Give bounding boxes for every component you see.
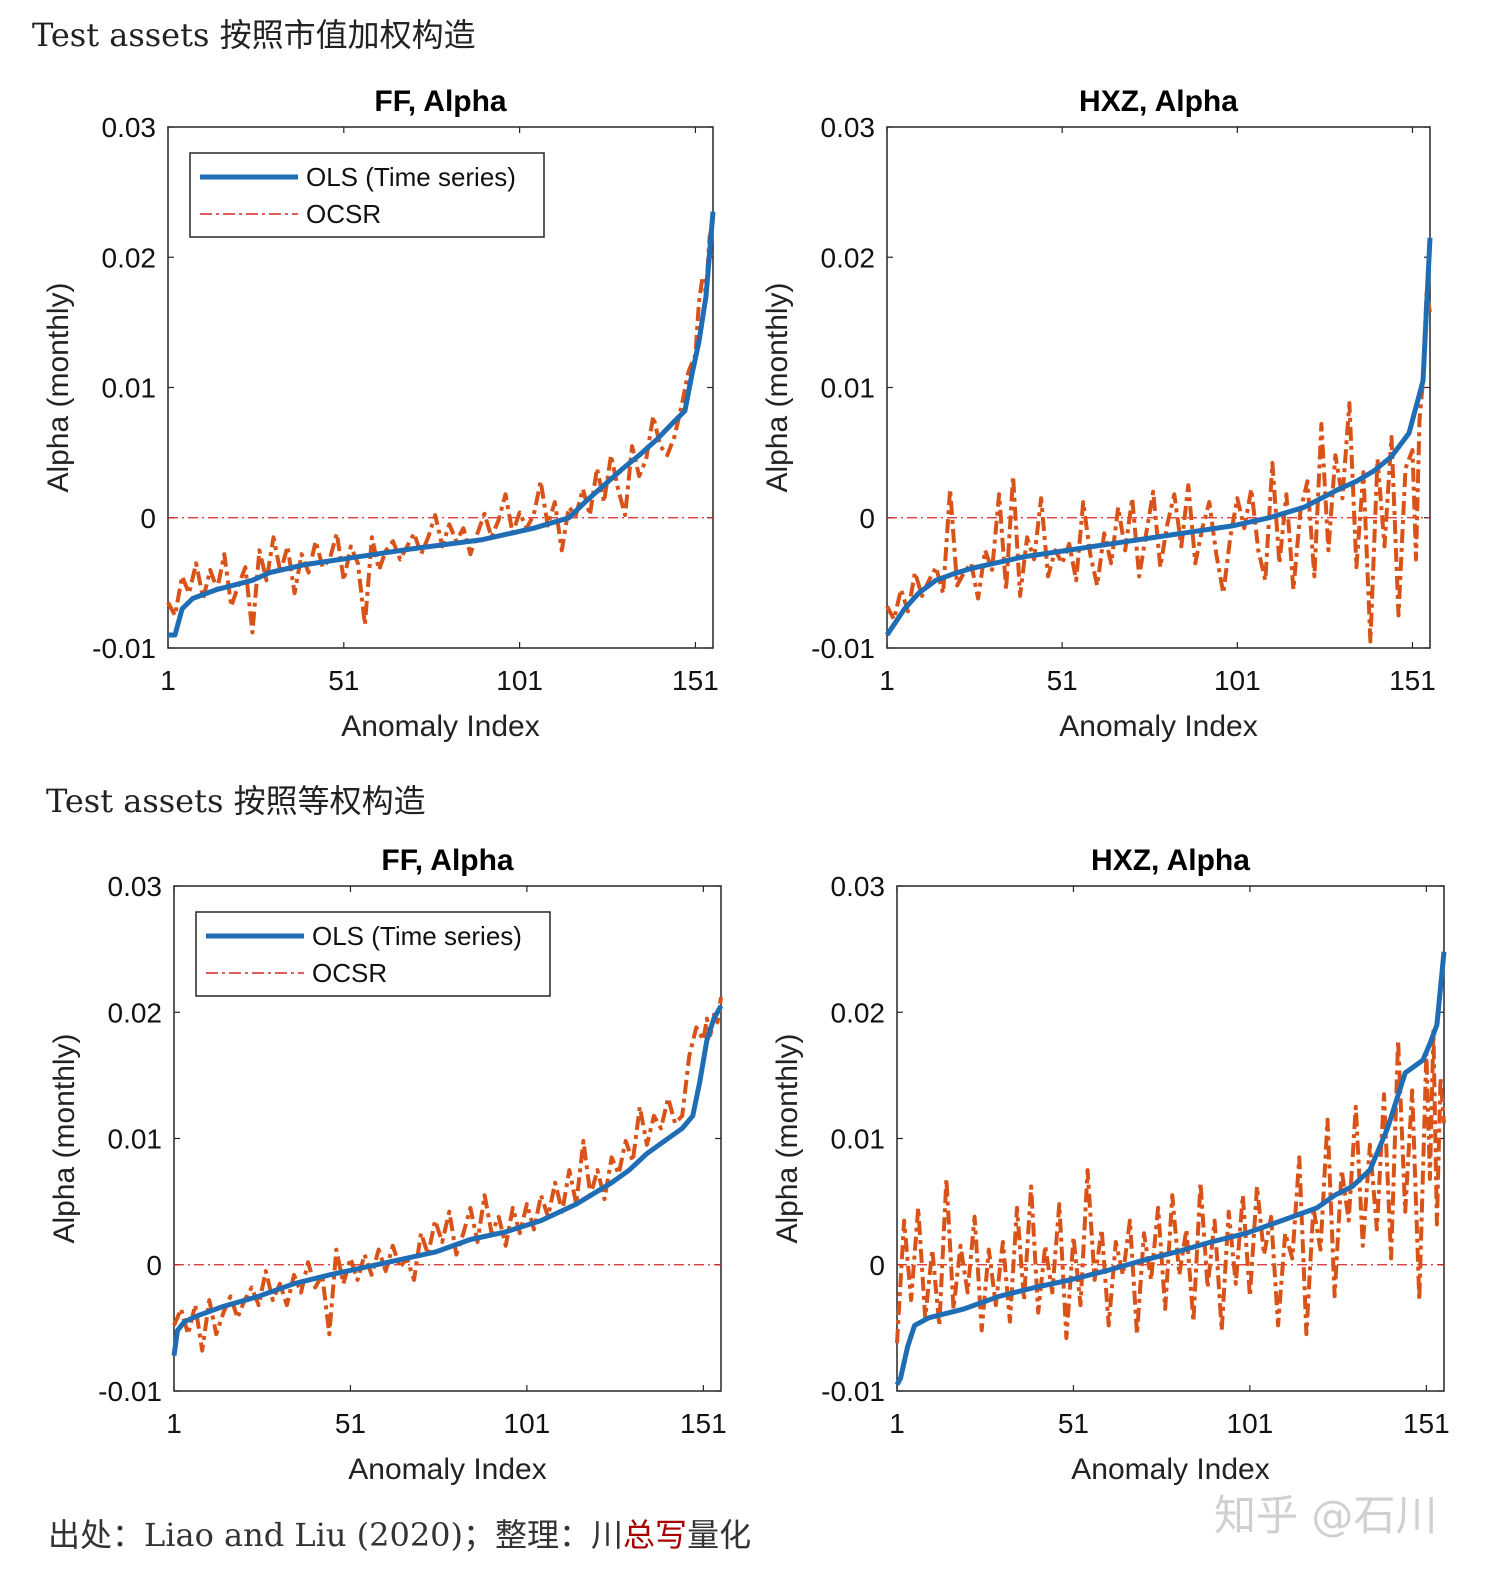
series-line-ocsr bbox=[885, 291, 1432, 644]
y-tick-label: 0 bbox=[859, 503, 875, 534]
y-tick-label: 0.01 bbox=[821, 373, 876, 404]
y-tick-label: -0.01 bbox=[811, 633, 875, 664]
x-tick-label: 1 bbox=[166, 1408, 182, 1439]
legend-label-ols: OLS (Time series) bbox=[306, 162, 516, 192]
series-line-ols bbox=[171, 1004, 724, 1356]
x-axis-label: Anomaly Index bbox=[1059, 710, 1257, 743]
x-tick-label: 151 bbox=[680, 1408, 727, 1439]
y-axis-label: Alpha (monthly) bbox=[771, 1033, 804, 1243]
y-tick-label: 0.02 bbox=[108, 997, 163, 1028]
y-tick-label: -0.01 bbox=[92, 633, 156, 664]
x-tick-label: 51 bbox=[1047, 665, 1078, 696]
footer-source-text: 出处：Liao and Liu (2020)；整理： bbox=[48, 1516, 592, 1554]
y-axis-label: Alpha (monthly) bbox=[42, 282, 75, 492]
x-tick-label: 51 bbox=[1058, 1408, 1089, 1439]
series-line-ols bbox=[168, 211, 716, 638]
y-tick-label: -0.01 bbox=[821, 1376, 885, 1407]
y-tick-label: 0.02 bbox=[102, 242, 157, 273]
y-tick-label: 0 bbox=[146, 1250, 162, 1281]
watermark-text: 知乎 @石川 bbox=[1214, 1491, 1438, 1540]
source-footer: 出处：Liao and Liu (2020)；整理：川总写量化 bbox=[48, 1510, 751, 1556]
y-tick-label: 0.03 bbox=[108, 871, 163, 902]
legend-label-ocsr: OCSR bbox=[306, 199, 381, 229]
y-tick-label: 0.01 bbox=[108, 1124, 163, 1155]
series-line-ocsr bbox=[895, 1029, 1446, 1344]
x-tick-label: 1 bbox=[160, 665, 176, 696]
series-line-ols bbox=[884, 237, 1433, 637]
x-axis-label: Anomaly Index bbox=[341, 710, 539, 743]
y-tick-label: 0.03 bbox=[102, 112, 157, 143]
y-tick-label: 0 bbox=[140, 503, 156, 534]
x-tick-label: 101 bbox=[1214, 665, 1261, 696]
x-tick-label: 101 bbox=[1227, 1408, 1274, 1439]
chart-title: FF, Alpha bbox=[374, 85, 507, 118]
y-tick-label: 0 bbox=[869, 1250, 885, 1281]
x-tick-label: 51 bbox=[328, 665, 359, 696]
y-tick-label: 0.01 bbox=[102, 373, 157, 404]
chart-title: HXZ, Alpha bbox=[1091, 844, 1250, 877]
y-tick-label: 0.01 bbox=[831, 1124, 886, 1155]
x-tick-label: 151 bbox=[1389, 665, 1436, 696]
y-tick-label: 0.02 bbox=[821, 242, 876, 273]
series-line-ocsr bbox=[172, 996, 723, 1353]
y-axis-label: Alpha (monthly) bbox=[48, 1033, 81, 1243]
x-axis-label: Anomaly Index bbox=[348, 1453, 546, 1486]
series-line-ocsr bbox=[166, 220, 715, 635]
x-tick-label: 1 bbox=[879, 665, 895, 696]
y-tick-label: 0.02 bbox=[831, 997, 886, 1028]
footer-brand-part-2: 总写 bbox=[623, 1516, 688, 1554]
section-heading-equal-weighted: Test assets 按照等权构造 bbox=[46, 782, 426, 820]
x-tick-label: 101 bbox=[504, 1408, 551, 1439]
x-tick-label: 1 bbox=[889, 1408, 905, 1439]
footer-brand-part-3: 量化 bbox=[687, 1516, 752, 1554]
y-tick-label: 0.03 bbox=[821, 112, 876, 143]
chart-title: HXZ, Alpha bbox=[1079, 85, 1238, 118]
x-tick-label: 151 bbox=[1403, 1408, 1450, 1439]
x-tick-label: 51 bbox=[335, 1408, 366, 1439]
y-tick-label: -0.01 bbox=[98, 1376, 162, 1407]
y-axis-label: Alpha (monthly) bbox=[761, 282, 794, 492]
y-tick-label: 0.03 bbox=[831, 871, 886, 902]
chart-title: FF, Alpha bbox=[381, 844, 514, 877]
legend-box bbox=[189, 152, 545, 238]
legend-box bbox=[195, 911, 551, 997]
series-line-ols bbox=[894, 951, 1447, 1386]
x-axis-label: Anomaly Index bbox=[1071, 1453, 1269, 1486]
footer-brand-part-1: 川 bbox=[591, 1516, 624, 1554]
x-tick-label: 101 bbox=[496, 665, 543, 696]
plot-area bbox=[896, 885, 1445, 1392]
x-tick-label: 151 bbox=[672, 665, 719, 696]
legend-label-ols: OLS (Time series) bbox=[312, 921, 522, 951]
section-heading-value-weighted: Test assets 按照市值加权构造 bbox=[32, 16, 476, 54]
legend-label-ocsr: OCSR bbox=[312, 958, 387, 988]
